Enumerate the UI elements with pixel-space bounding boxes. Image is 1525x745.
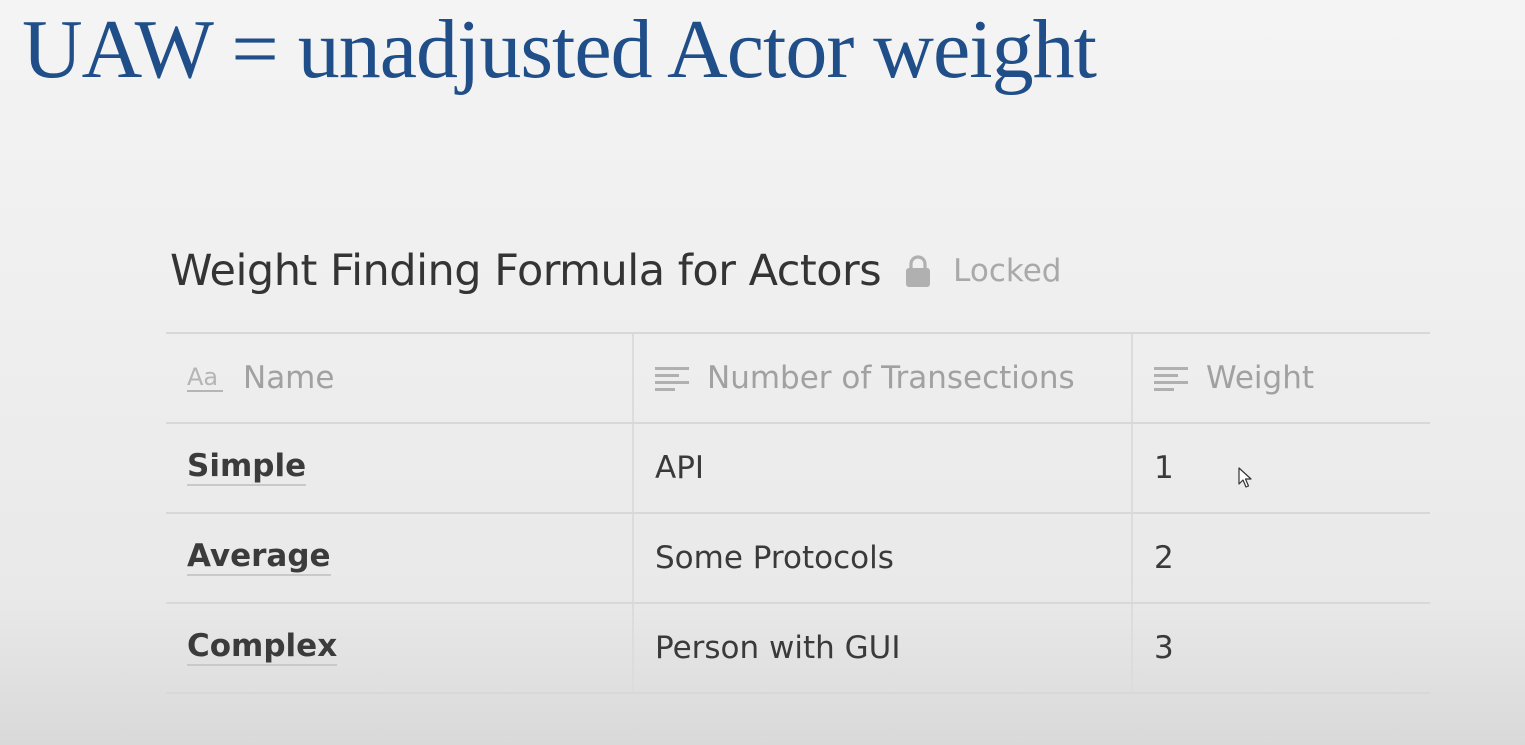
column-header-weight[interactable]: Weight	[1133, 334, 1430, 422]
weight-cell[interactable]: 1	[1154, 450, 1174, 486]
lock-status[interactable]: Locked	[905, 253, 1061, 289]
mouse-cursor-icon	[1238, 467, 1252, 488]
row-name-link[interactable]: Average	[187, 538, 331, 576]
database-title[interactable]: Weight Finding Formula for Actors	[170, 246, 882, 296]
title-property-icon: Aa	[187, 363, 225, 393]
column-header-label: Weight	[1206, 360, 1315, 396]
weight-cell[interactable]: 2	[1154, 540, 1174, 576]
locked-label: Locked	[953, 253, 1062, 289]
column-header-label: Name	[243, 360, 335, 396]
transactions-cell[interactable]: Some Protocols	[634, 514, 1133, 602]
column-header-transactions[interactable]: Number of Transections	[634, 334, 1133, 422]
weight-cell[interactable]: 3	[1154, 630, 1174, 666]
table-row: Simple API 1	[166, 424, 1430, 514]
database-table: Aa Name Number of Transections	[166, 332, 1430, 694]
table-header-row: Aa Name Number of Transections	[166, 334, 1430, 424]
name-cell[interactable]: Complex	[166, 604, 634, 692]
lock-icon	[906, 255, 931, 287]
column-header-name[interactable]: Aa Name	[166, 334, 634, 422]
table-row: Average Some Protocols 2	[166, 514, 1430, 604]
database-header: Weight Finding Formula for Actors Locked	[170, 246, 1061, 296]
text-property-icon	[655, 365, 689, 391]
name-cell[interactable]: Average	[166, 514, 634, 602]
slide-title: UAW = unadjusted Actor weight	[22, 3, 1097, 96]
text-property-icon	[1154, 365, 1188, 391]
column-header-label: Number of Transections	[707, 360, 1075, 396]
row-name-link[interactable]: Simple	[187, 448, 307, 486]
name-cell[interactable]: Simple	[166, 424, 634, 512]
svg-text:Aa: Aa	[187, 363, 218, 391]
row-name-link[interactable]: Complex	[187, 628, 338, 666]
table-row: Complex Person with GUI 3	[166, 604, 1430, 694]
transactions-cell[interactable]: Person with GUI	[634, 604, 1133, 692]
transactions-cell[interactable]: API	[634, 424, 1133, 512]
